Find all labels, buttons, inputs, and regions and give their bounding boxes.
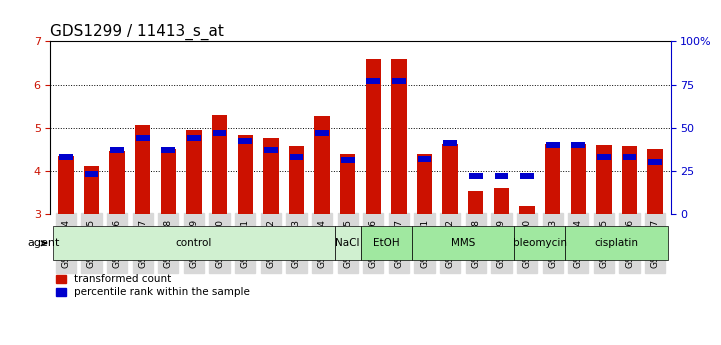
Text: bleomycin: bleomycin [513, 238, 567, 248]
FancyBboxPatch shape [412, 226, 514, 260]
Bar [647, 149, 663, 214]
Text: agent: agent [27, 238, 59, 248]
Bar [622, 146, 637, 214]
Bar [597, 154, 611, 160]
Text: control: control [176, 238, 212, 248]
Bar [571, 142, 585, 148]
Bar [187, 135, 201, 141]
FancyBboxPatch shape [335, 226, 360, 260]
Bar [290, 154, 304, 160]
Bar [340, 154, 355, 214]
Bar [520, 173, 534, 179]
Bar [161, 149, 176, 214]
FancyBboxPatch shape [565, 226, 668, 260]
Bar [417, 155, 433, 214]
Bar [648, 159, 662, 165]
Bar [392, 78, 406, 84]
Text: cisplatin: cisplatin [595, 238, 639, 248]
Bar [315, 130, 329, 136]
Bar [443, 144, 458, 214]
Bar [263, 138, 278, 214]
Bar [59, 154, 73, 160]
Bar [212, 115, 227, 214]
Bar [469, 173, 483, 179]
Bar [468, 191, 484, 214]
Bar [237, 135, 253, 214]
Bar [546, 142, 559, 148]
FancyBboxPatch shape [514, 226, 565, 260]
Bar [162, 147, 175, 153]
Bar [84, 167, 99, 214]
Bar [366, 59, 381, 214]
Bar [519, 206, 535, 214]
Text: MMS: MMS [451, 238, 475, 248]
Bar [136, 135, 150, 141]
Bar [264, 147, 278, 153]
Bar [545, 144, 560, 214]
Text: GDS1299 / 11413_s_at: GDS1299 / 11413_s_at [50, 24, 224, 40]
Bar [495, 173, 508, 179]
Bar [494, 188, 509, 214]
Bar [341, 157, 355, 164]
Text: NaCl: NaCl [335, 238, 360, 248]
Bar [58, 156, 74, 214]
Text: EtOH: EtOH [373, 238, 399, 248]
Bar [623, 154, 637, 160]
Bar [135, 126, 151, 214]
Bar [392, 59, 407, 214]
Bar [110, 151, 125, 214]
Bar [84, 171, 98, 177]
Bar [417, 156, 431, 162]
Bar [186, 130, 202, 214]
Bar [314, 116, 329, 214]
Bar [366, 78, 380, 84]
Bar [238, 138, 252, 145]
Legend: transformed count, percentile rank within the sample: transformed count, percentile rank withi… [56, 274, 250, 297]
FancyBboxPatch shape [53, 226, 335, 260]
Bar [596, 145, 611, 214]
Bar [288, 146, 304, 214]
FancyBboxPatch shape [360, 226, 412, 260]
Bar [110, 147, 124, 153]
Bar [213, 130, 226, 136]
Bar [443, 140, 457, 146]
Bar [570, 144, 586, 214]
